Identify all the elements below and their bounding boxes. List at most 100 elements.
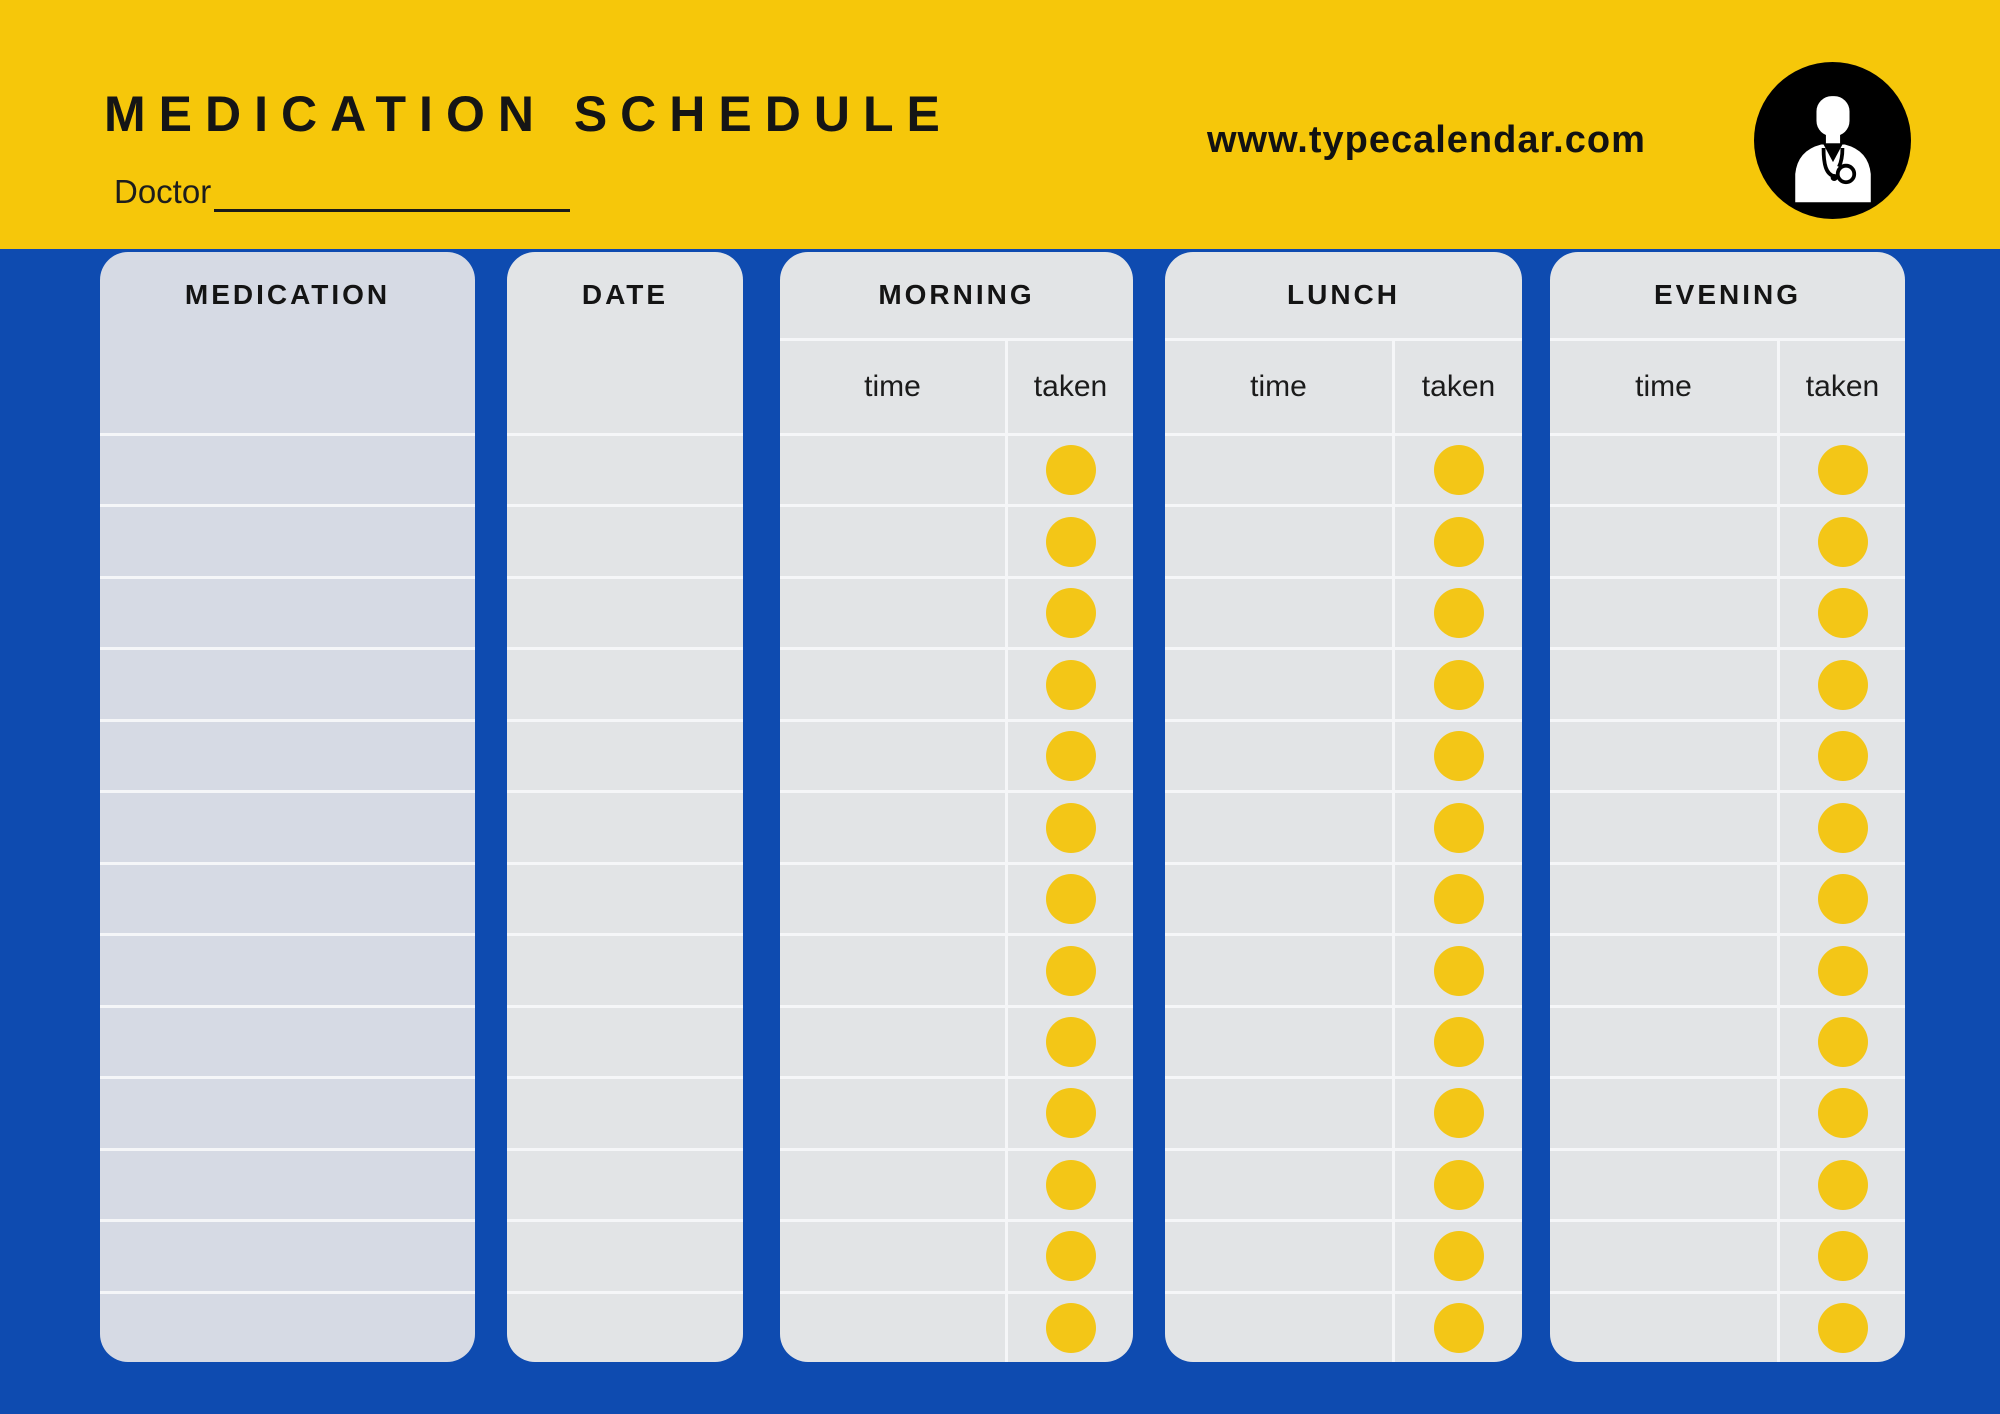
morning-taken-cell-2[interactable]	[1005, 507, 1133, 576]
evening-taken-cell-5[interactable]	[1777, 721, 1905, 791]
lunch-time-cell-7[interactable]	[1165, 865, 1392, 933]
evening-taken-dot-5[interactable]	[1817, 731, 1868, 782]
medication-cell-2[interactable]	[100, 507, 475, 575]
lunch-taken-cell-6[interactable]	[1392, 793, 1522, 862]
morning-time-cell-5[interactable]	[780, 722, 1005, 790]
evening-time-cell-12[interactable]	[1550, 1222, 1777, 1290]
morning-time-cell-10[interactable]	[780, 1079, 1005, 1147]
evening-time-cell-10[interactable]	[1550, 1079, 1777, 1147]
lunch-time-cell-10[interactable]	[1165, 1079, 1392, 1147]
evening-taken-dot-10[interactable]	[1817, 1088, 1868, 1139]
morning-taken-dot-4[interactable]	[1045, 659, 1096, 710]
lunch-taken-dot-7[interactable]	[1433, 874, 1484, 925]
evening-taken-dot-1[interactable]	[1817, 445, 1868, 496]
medication-cell-6[interactable]	[100, 793, 475, 861]
evening-taken-dot-7[interactable]	[1817, 874, 1868, 925]
morning-taken-cell-5[interactable]	[1005, 721, 1133, 791]
morning-taken-cell-4[interactable]	[1005, 650, 1133, 719]
evening-time-cell-2[interactable]	[1550, 507, 1777, 575]
lunch-taken-dot-9[interactable]	[1433, 1016, 1484, 1067]
date-cell-11[interactable]	[507, 1151, 743, 1219]
morning-taken-cell-12[interactable]	[1005, 1222, 1133, 1291]
date-cell-12[interactable]	[507, 1222, 743, 1290]
evening-taken-cell-6[interactable]	[1777, 793, 1905, 862]
date-cell-6[interactable]	[507, 793, 743, 861]
evening-time-cell-7[interactable]	[1550, 865, 1777, 933]
evening-taken-cell-12[interactable]	[1777, 1222, 1905, 1291]
evening-taken-dot-4[interactable]	[1817, 659, 1868, 710]
lunch-taken-dot-3[interactable]	[1433, 588, 1484, 639]
evening-taken-dot-13[interactable]	[1817, 1302, 1868, 1353]
lunch-taken-dot-8[interactable]	[1433, 945, 1484, 996]
date-cell-1[interactable]	[507, 436, 743, 504]
evening-taken-cell-8[interactable]	[1777, 936, 1905, 1005]
morning-taken-cell-13[interactable]	[1005, 1293, 1133, 1362]
evening-taken-cell-11[interactable]	[1777, 1150, 1905, 1220]
evening-time-cell-13[interactable]	[1550, 1294, 1777, 1362]
date-cell-7[interactable]	[507, 865, 743, 933]
morning-taken-dot-12[interactable]	[1045, 1231, 1096, 1282]
morning-taken-cell-11[interactable]	[1005, 1150, 1133, 1220]
date-cell-9[interactable]	[507, 1008, 743, 1076]
lunch-time-cell-4[interactable]	[1165, 650, 1392, 718]
evening-taken-dot-12[interactable]	[1817, 1231, 1868, 1282]
medication-cell-7[interactable]	[100, 865, 475, 933]
lunch-taken-dot-11[interactable]	[1433, 1159, 1484, 1210]
lunch-taken-dot-6[interactable]	[1433, 802, 1484, 853]
lunch-time-cell-9[interactable]	[1165, 1008, 1392, 1076]
lunch-taken-cell-11[interactable]	[1392, 1150, 1522, 1220]
medication-cell-11[interactable]	[100, 1151, 475, 1219]
evening-time-cell-3[interactable]	[1550, 579, 1777, 647]
morning-taken-cell-10[interactable]	[1005, 1079, 1133, 1148]
morning-taken-dot-8[interactable]	[1045, 945, 1096, 996]
evening-taken-cell-1[interactable]	[1777, 436, 1905, 505]
evening-taken-dot-2[interactable]	[1817, 516, 1868, 567]
evening-taken-dot-8[interactable]	[1817, 945, 1868, 996]
medication-cell-5[interactable]	[100, 722, 475, 790]
morning-time-cell-11[interactable]	[780, 1151, 1005, 1219]
date-cell-3[interactable]	[507, 579, 743, 647]
doctor-blank-line[interactable]	[214, 174, 571, 212]
date-cell-4[interactable]	[507, 650, 743, 718]
morning-taken-dot-11[interactable]	[1045, 1159, 1096, 1210]
lunch-taken-cell-7[interactable]	[1392, 864, 1522, 934]
morning-time-cell-8[interactable]	[780, 936, 1005, 1004]
lunch-time-cell-3[interactable]	[1165, 579, 1392, 647]
morning-taken-cell-7[interactable]	[1005, 864, 1133, 934]
evening-time-cell-9[interactable]	[1550, 1008, 1777, 1076]
medication-cell-10[interactable]	[100, 1079, 475, 1147]
evening-time-cell-6[interactable]	[1550, 793, 1777, 861]
lunch-taken-cell-2[interactable]	[1392, 507, 1522, 576]
morning-time-cell-13[interactable]	[780, 1294, 1005, 1362]
lunch-taken-dot-10[interactable]	[1433, 1088, 1484, 1139]
evening-taken-cell-13[interactable]	[1777, 1293, 1905, 1362]
morning-taken-dot-13[interactable]	[1045, 1302, 1096, 1353]
evening-time-cell-11[interactable]	[1550, 1151, 1777, 1219]
evening-taken-dot-9[interactable]	[1817, 1016, 1868, 1067]
evening-taken-dot-11[interactable]	[1817, 1159, 1868, 1210]
evening-taken-cell-10[interactable]	[1777, 1079, 1905, 1148]
lunch-taken-cell-10[interactable]	[1392, 1079, 1522, 1148]
date-cell-13[interactable]	[507, 1294, 743, 1362]
evening-taken-cell-7[interactable]	[1777, 864, 1905, 934]
evening-time-cell-8[interactable]	[1550, 936, 1777, 1004]
morning-taken-cell-8[interactable]	[1005, 936, 1133, 1005]
lunch-time-cell-11[interactable]	[1165, 1151, 1392, 1219]
lunch-time-cell-2[interactable]	[1165, 507, 1392, 575]
lunch-taken-cell-3[interactable]	[1392, 578, 1522, 648]
morning-time-cell-7[interactable]	[780, 865, 1005, 933]
lunch-time-cell-8[interactable]	[1165, 936, 1392, 1004]
lunch-time-cell-12[interactable]	[1165, 1222, 1392, 1290]
morning-taken-dot-6[interactable]	[1045, 802, 1096, 853]
lunch-taken-dot-13[interactable]	[1433, 1302, 1484, 1353]
lunch-taken-dot-4[interactable]	[1433, 659, 1484, 710]
medication-cell-4[interactable]	[100, 650, 475, 718]
morning-taken-dot-1[interactable]	[1045, 445, 1096, 496]
lunch-taken-dot-2[interactable]	[1433, 516, 1484, 567]
morning-taken-dot-10[interactable]	[1045, 1088, 1096, 1139]
morning-taken-dot-7[interactable]	[1045, 874, 1096, 925]
date-cell-10[interactable]	[507, 1079, 743, 1147]
morning-time-cell-3[interactable]	[780, 579, 1005, 647]
lunch-taken-cell-12[interactable]	[1392, 1222, 1522, 1291]
lunch-taken-cell-5[interactable]	[1392, 721, 1522, 791]
